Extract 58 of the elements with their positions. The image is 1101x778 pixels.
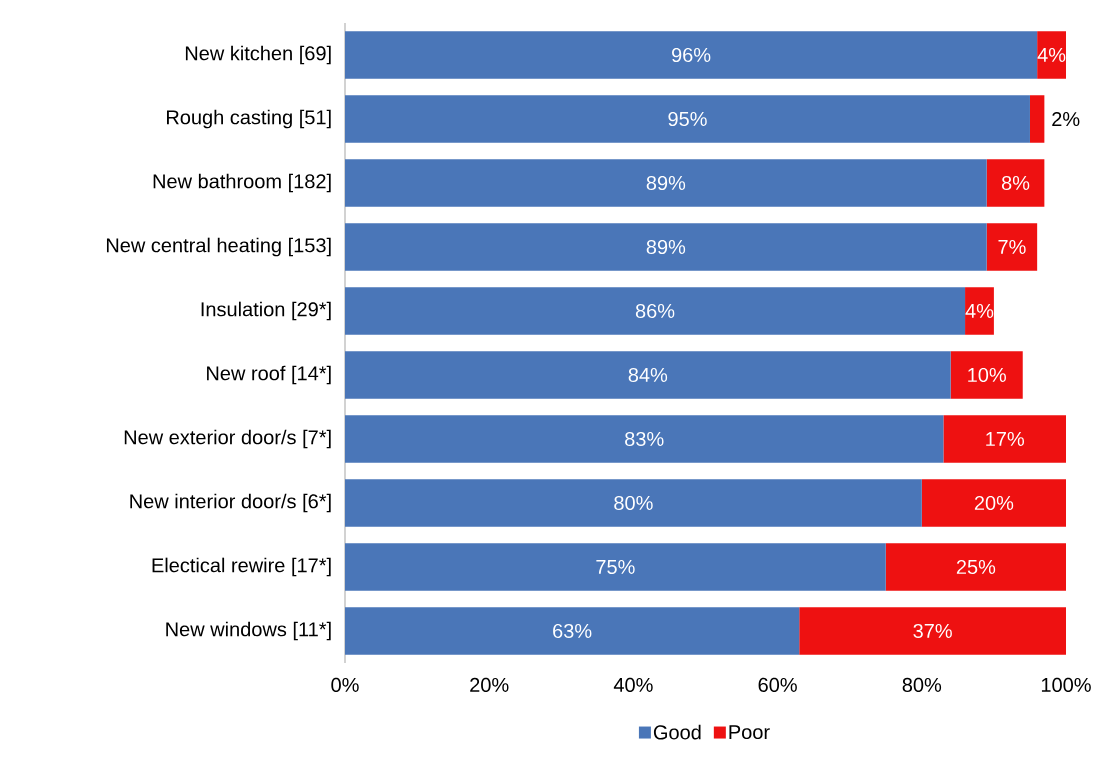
data-label: 86% [635,303,675,319]
y-tick-label: Insulation [29*] [201,301,331,321]
data-label: 84% [628,367,668,383]
data-label: 20% [974,495,1014,511]
bar [965,287,994,335]
y-tick-label: Electical rewire [17*] [152,557,331,577]
y-tick-label: New kitchen [69] [185,45,331,65]
bar [799,607,1066,655]
bar [345,479,922,527]
bar [885,543,1066,591]
bar [345,607,800,655]
bar [1037,31,1066,79]
y-tick-label: New interior door/s [6*] [130,493,331,513]
data-label: 25% [956,559,996,575]
legend-label: Poor [729,725,770,740]
x-tick-label: 80% [902,677,942,693]
bar [986,159,1045,207]
x-tick-label: 0% [331,677,359,693]
bar [345,287,966,335]
data-label: 7% [998,239,1026,254]
data-label: 2% [1052,111,1080,127]
bar [943,415,1066,463]
data-label: 83% [625,431,664,447]
data-label: 10% [968,367,1006,383]
y-tick-label: New bathroom [182] [153,173,331,193]
bar [1029,95,1045,143]
data-label: 89% [646,175,686,191]
data-label: 17% [986,431,1025,446]
data-label: 63% [553,623,592,639]
x-tick-label: 20% [470,677,509,693]
y-tick-label: Rough casting [51] [167,109,331,129]
y-tick-label: New central heating [153] [106,237,331,257]
x-tick-label: 60% [758,677,797,693]
data-label: 75% [596,559,635,575]
data-label: 95% [668,111,707,127]
y-tick-label: New roof [14*] [207,365,331,385]
bar [345,31,1038,79]
x-tick-label: 40% [613,677,653,693]
y-tick-label: New windows [11*] [166,621,331,641]
y-tick-label: New exterior door/s [7*] [124,429,331,449]
data-label: 37% [913,623,952,639]
bar [345,159,987,207]
bar [345,95,1030,143]
data-label: 4% [965,303,994,318]
data-label: 8% [1001,175,1030,191]
bar [345,415,944,463]
data-label: 96% [672,47,711,63]
data-label: 89% [646,239,686,255]
bar [345,543,886,591]
bar [950,351,1023,399]
legend-label: Good [653,724,701,740]
bar [345,223,987,271]
data-label: 80% [614,495,653,511]
bar [345,351,951,399]
bar [921,479,1066,527]
data-label: 4% [1037,47,1066,62]
x-tick-label: 100% [1041,677,1091,693]
bar [986,223,1038,271]
